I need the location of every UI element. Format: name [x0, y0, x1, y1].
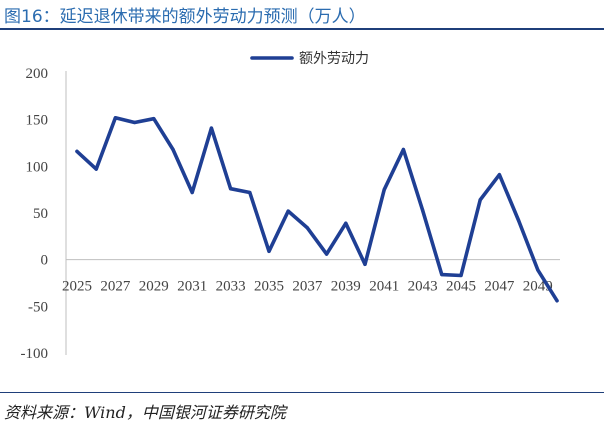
y-tick-label: 50	[33, 206, 48, 222]
data-point	[382, 188, 386, 192]
data-point	[152, 117, 156, 121]
y-tick-label: 150	[26, 113, 49, 129]
x-tick-label: 2043	[408, 279, 438, 295]
y-tick-label: 200	[26, 66, 49, 82]
data-point	[229, 187, 233, 191]
source-note: 资料来源：Wind，中国银河证券研究院	[4, 403, 286, 422]
data-point	[209, 126, 213, 130]
data-point	[113, 116, 117, 120]
footer-divider	[0, 392, 604, 393]
line-chart: 200 150 100 50 0 -50 -100 2025 2027 2029 2031 2033…	[21, 51, 560, 362]
data-point	[401, 147, 405, 152]
y-tick-label: -100	[21, 346, 49, 362]
y-tick-label: 0	[41, 253, 49, 269]
title-divider	[0, 28, 604, 30]
legend-label: 额外劳动力	[299, 51, 369, 67]
x-tick-label: 2047	[484, 279, 515, 295]
data-point	[305, 226, 309, 230]
data-point	[171, 147, 175, 152]
data-point	[459, 273, 463, 278]
data-point	[267, 249, 271, 253]
x-tick-label: 2037	[292, 279, 323, 295]
data-point	[555, 299, 559, 303]
data-point	[133, 120, 137, 125]
x-tick-label: 2029	[139, 279, 169, 295]
x-tick-label: 2045	[446, 279, 476, 295]
x-tick-label: 2033	[216, 279, 246, 295]
x-tick-label: 2039	[331, 279, 361, 295]
data-point	[517, 218, 521, 223]
data-point	[536, 268, 540, 272]
y-axis: 200 150 100 50 0 -50 -100	[21, 66, 67, 362]
data-point	[344, 221, 348, 225]
x-tick-label: 2041	[369, 279, 399, 295]
data-point	[94, 167, 98, 171]
x-tick-label: 2031	[177, 279, 207, 295]
data-point	[497, 173, 501, 177]
data-point	[75, 149, 79, 153]
series-line	[75, 116, 559, 303]
data-point	[325, 252, 329, 256]
y-tick-label: 100	[26, 159, 49, 175]
legend: 额外劳动力	[250, 51, 369, 67]
x-tick-label: 2025	[62, 279, 92, 295]
data-point	[440, 273, 444, 277]
x-axis: 2025 2027 2029 2031 2033 2035 2037 2039 2041 2043…	[62, 259, 560, 295]
data-point	[248, 190, 252, 195]
x-tick-label: 2035	[254, 279, 284, 295]
chart-title: 图16：延迟退休带来的额外劳动力预测（万人）	[4, 7, 366, 27]
series-group	[75, 116, 559, 303]
data-point	[363, 262, 367, 266]
x-tick-label: 2027	[100, 279, 131, 295]
data-point	[190, 190, 194, 195]
y-tick-label: -50	[28, 299, 48, 315]
data-point	[478, 198, 482, 202]
data-point	[421, 208, 425, 212]
data-point	[286, 209, 290, 213]
